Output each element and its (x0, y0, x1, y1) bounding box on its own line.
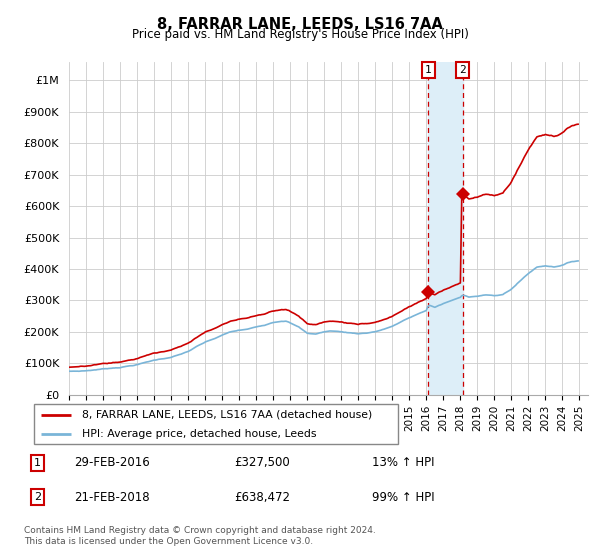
Text: 1: 1 (425, 65, 432, 75)
Text: 2: 2 (459, 65, 466, 75)
Text: HPI: Average price, detached house, Leeds: HPI: Average price, detached house, Leed… (82, 429, 317, 439)
Bar (428, 62, 463, 395)
Text: 8, FARRAR LANE, LEEDS, LS16 7AA: 8, FARRAR LANE, LEEDS, LS16 7AA (157, 17, 443, 32)
Text: 21-FEB-2018: 21-FEB-2018 (74, 491, 149, 503)
Text: £327,500: £327,500 (234, 456, 290, 469)
FancyBboxPatch shape (34, 404, 398, 445)
Text: 8, FARRAR LANE, LEEDS, LS16 7AA (detached house): 8, FARRAR LANE, LEEDS, LS16 7AA (detache… (82, 409, 373, 419)
Text: 29-FEB-2016: 29-FEB-2016 (74, 456, 149, 469)
Text: 1: 1 (34, 458, 41, 468)
Text: 13% ↑ HPI: 13% ↑ HPI (372, 456, 434, 469)
Text: 99% ↑ HPI: 99% ↑ HPI (372, 491, 434, 503)
Text: Contains HM Land Registry data © Crown copyright and database right 2024.
This d: Contains HM Land Registry data © Crown c… (24, 526, 376, 546)
Text: 2: 2 (34, 492, 41, 502)
Text: Price paid vs. HM Land Registry's House Price Index (HPI): Price paid vs. HM Land Registry's House … (131, 28, 469, 41)
Text: £638,472: £638,472 (234, 491, 290, 503)
